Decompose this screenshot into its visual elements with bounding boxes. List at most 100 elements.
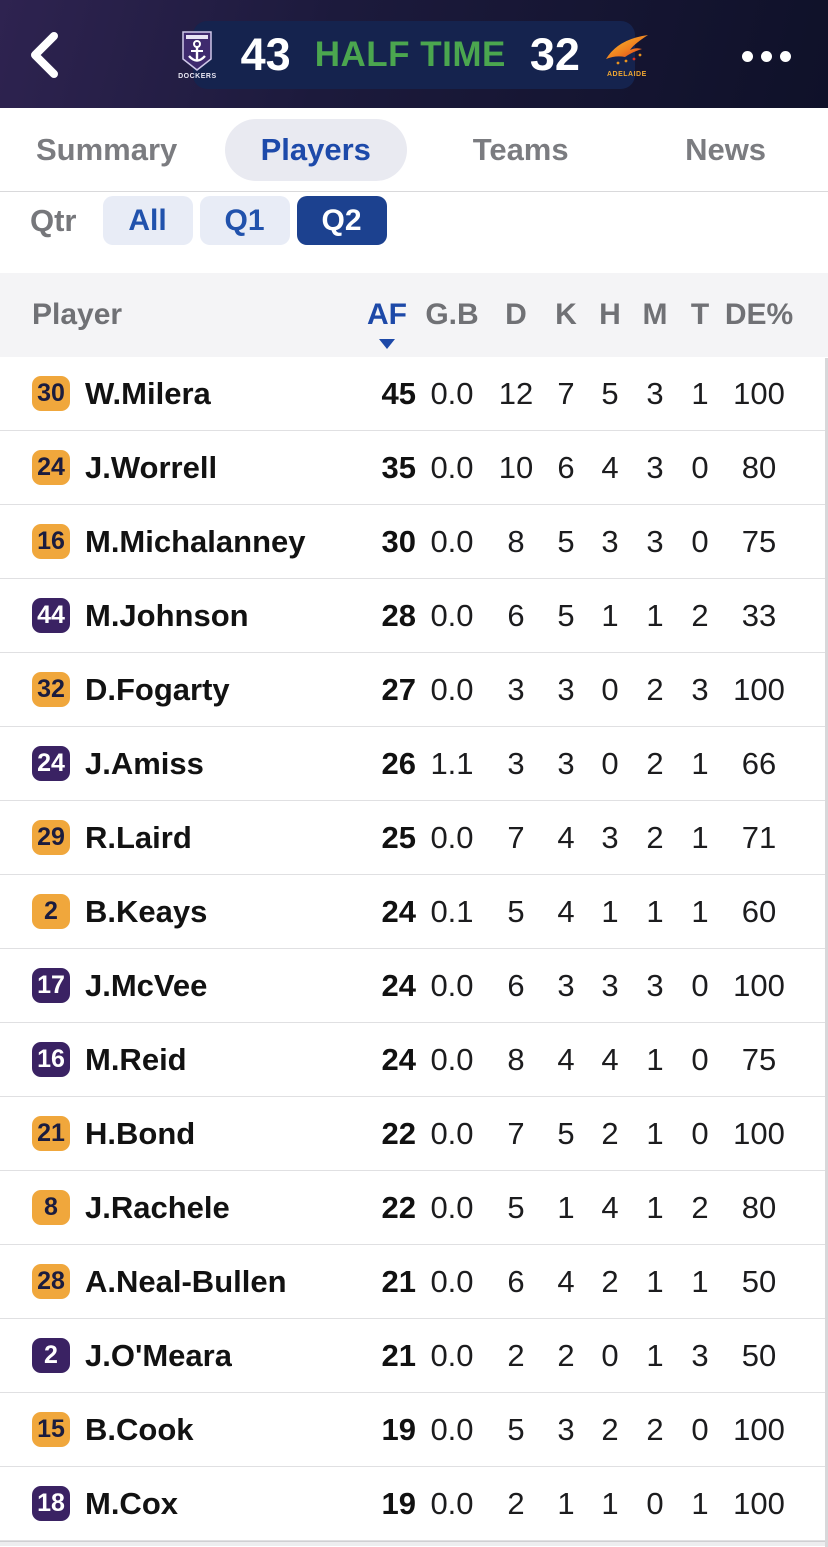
- player-row-d-fogarty[interactable]: 32 D.Fogarty 27 0.0 3 3 0 2 3 100: [0, 653, 828, 727]
- stat-af: 22: [381, 1115, 416, 1151]
- stat-de: 71: [741, 819, 777, 855]
- stat-k: 3: [557, 967, 575, 1003]
- player-row-j-worrell[interactable]: 24 J.Worrell 35 0.0 10 6 4 3 0 80: [0, 431, 828, 505]
- player-row-j-mcvee[interactable]: 17 J.McVee 24 0.0 6 3 3 3 0 100: [0, 949, 828, 1023]
- player-row-m-cox[interactable]: 18 M.Cox 19 0.0 2 1 1 0 1 100: [0, 1467, 828, 1541]
- jersey-number-badge: 17: [32, 968, 70, 1003]
- stat-de: 100: [733, 967, 785, 1003]
- stat-de: 80: [741, 449, 777, 485]
- chevron-left-icon: [27, 31, 61, 82]
- stat-gb: 0.1: [430, 893, 474, 929]
- stat-de: 100: [733, 1485, 785, 1521]
- stat-h: 0: [601, 745, 619, 781]
- column-header-gb[interactable]: G.B: [416, 273, 488, 357]
- player-row-w-milera[interactable]: 30 W.Milera 45 0.0 12 7 5 3 1 100: [0, 357, 828, 431]
- jersey-number-badge: 24: [32, 746, 70, 781]
- stat-gb: 0.0: [430, 819, 474, 855]
- player-row-j-rachele[interactable]: 8 J.Rachele 22 0.0 5 1 4 1 2 80: [0, 1171, 828, 1245]
- player-cell: 2 B.Keays: [32, 894, 358, 930]
- column-header-m[interactable]: M: [632, 273, 678, 357]
- stat-m: 3: [646, 375, 664, 411]
- stat-gb: 0.0: [430, 523, 474, 559]
- stat-gb: 0.0: [430, 1337, 474, 1373]
- column-header-d[interactable]: D: [488, 273, 544, 357]
- player-name: M.Michalanney: [85, 523, 306, 559]
- player-cell: 28 A.Neal-Bullen: [32, 1264, 358, 1300]
- player-name: H.Bond: [85, 1115, 196, 1151]
- player-cell: 24 J.Amiss: [32, 746, 358, 782]
- stat-m: 1: [646, 1041, 664, 1077]
- player-cell: 30 W.Milera: [32, 376, 358, 412]
- stat-h: 2: [601, 1263, 619, 1299]
- player-row-a-neal-bullen[interactable]: 28 A.Neal-Bullen 21 0.0 6 4 2 1 1 50: [0, 1245, 828, 1319]
- stat-af: 30: [381, 523, 416, 559]
- stat-t: 0: [691, 1041, 709, 1077]
- player-row-j-amiss[interactable]: 24 J.Amiss 26 1.1 3 3 0 2 1 66: [0, 727, 828, 801]
- player-name: J.Rachele: [85, 1189, 230, 1225]
- stat-t: 1: [691, 375, 709, 411]
- stat-d: 7: [507, 1115, 525, 1151]
- player-row-b-cook[interactable]: 15 B.Cook 19 0.0 5 3 2 2 0 100: [0, 1393, 828, 1467]
- player-row-b-keays[interactable]: 2 B.Keays 24 0.1 5 4 1 1 1 60: [0, 875, 828, 949]
- stat-m: 1: [646, 1263, 664, 1299]
- stat-af: 21: [381, 1263, 416, 1299]
- jersey-number-badge: 24: [32, 450, 70, 485]
- column-header-de[interactable]: DE%: [722, 273, 796, 357]
- stat-d: 8: [507, 1041, 525, 1077]
- jersey-number-badge: 2: [32, 894, 70, 929]
- tab-news[interactable]: News: [623, 108, 828, 191]
- stat-k: 7: [557, 375, 575, 411]
- tab-players[interactable]: Players: [213, 108, 418, 191]
- jersey-number-badge: 8: [32, 1190, 70, 1225]
- back-button[interactable]: [20, 28, 68, 84]
- stat-d: 2: [507, 1485, 525, 1521]
- tab-teams[interactable]: Teams: [418, 108, 623, 191]
- column-header-h[interactable]: H: [588, 273, 632, 357]
- player-cell: 32 D.Fogarty: [32, 672, 358, 708]
- column-header-k[interactable]: K: [544, 273, 588, 357]
- column-header-t[interactable]: T: [678, 273, 722, 357]
- player-cell: 15 B.Cook: [32, 1412, 358, 1448]
- player-row-m-reid[interactable]: 16 M.Reid 24 0.0 8 4 4 1 0 75: [0, 1023, 828, 1097]
- player-row-r-laird[interactable]: 29 R.Laird 25 0.0 7 4 3 2 1 71: [0, 801, 828, 875]
- scoreboard[interactable]: DOCKERS 43 HALF TIME 32 ADELAIDE: [178, 21, 648, 89]
- stat-d: 6: [507, 967, 525, 1003]
- stat-de: 75: [741, 1041, 777, 1077]
- stat-k: 1: [557, 1189, 575, 1225]
- quarter-pill-q1[interactable]: Q1: [199, 196, 290, 245]
- quarter-pill-all[interactable]: All: [102, 196, 193, 245]
- jersey-number-badge: 2: [32, 1338, 70, 1373]
- stat-gb: 0.0: [430, 967, 474, 1003]
- stat-af: 28: [381, 597, 416, 633]
- quarter-pill-q2[interactable]: Q2: [296, 196, 387, 245]
- stat-t: 1: [691, 819, 709, 855]
- stat-de: 100: [733, 1115, 785, 1151]
- stat-t: 1: [691, 1263, 709, 1299]
- player-name: B.Cook: [85, 1411, 194, 1447]
- stat-h: 5: [601, 375, 619, 411]
- stat-h: 0: [601, 1337, 619, 1373]
- player-name: J.Amiss: [85, 745, 204, 781]
- player-cell: 16 M.Michalanney: [32, 524, 358, 560]
- player-row-j-o-meara[interactable]: 2 J.O'Meara 21 0.0 2 2 0 1 3 50: [0, 1319, 828, 1393]
- player-cell: 29 R.Laird: [32, 820, 358, 856]
- quarter-filter-label: Qtr: [30, 203, 77, 238]
- player-name: A.Neal-Bullen: [85, 1263, 287, 1299]
- stat-k: 3: [557, 1411, 575, 1447]
- stat-t: 1: [691, 1485, 709, 1521]
- column-header-af[interactable]: AF: [358, 273, 416, 357]
- stat-de: 100: [733, 671, 785, 707]
- stat-de: 66: [741, 745, 777, 781]
- stat-m: 1: [646, 1337, 664, 1373]
- player-name: J.O'Meara: [85, 1337, 232, 1373]
- stat-gb: 0.0: [430, 1041, 474, 1077]
- stat-gb: 0.0: [430, 1485, 474, 1521]
- stat-h: 0: [601, 671, 619, 707]
- player-row-m-johnson[interactable]: 44 M.Johnson 28 0.0 6 5 1 1 2 33: [0, 579, 828, 653]
- tab-summary[interactable]: Summary: [0, 108, 213, 191]
- more-options-button[interactable]: [734, 36, 798, 76]
- player-row-m-michalanney[interactable]: 16 M.Michalanney 30 0.0 8 5 3 3 0 75: [0, 505, 828, 579]
- stat-d: 5: [507, 1411, 525, 1447]
- sort-desc-arrow-icon: [379, 339, 395, 349]
- player-row-h-bond[interactable]: 21 H.Bond 22 0.0 7 5 2 1 0 100: [0, 1097, 828, 1171]
